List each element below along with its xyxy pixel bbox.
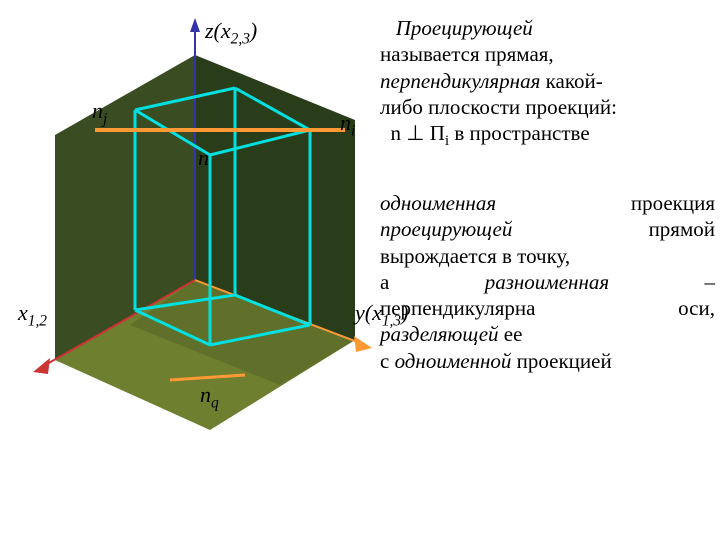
x-axis-label: x1,2: [18, 300, 47, 330]
x-axis-arrow: [33, 358, 50, 374]
ni-label: ni: [340, 110, 355, 140]
z-axis-label: z(x2,3): [205, 18, 257, 48]
nj-label: nj: [92, 98, 107, 128]
definition-para-1: Проецирующей называется прямая, перпенди…: [380, 15, 710, 151]
definition-para-2: одноименнаяпроекция проецирующейпрямой в…: [380, 190, 715, 374]
diagram-svg: [0, 0, 380, 440]
y-axis-arrow: [354, 336, 372, 352]
n-label: n: [198, 145, 209, 171]
nq-label: nq: [200, 382, 219, 412]
projection-diagram: z(x2,3) nj ni n x1,2 y(x1,3) nq: [0, 0, 380, 440]
perp-symbol: ⊥: [406, 121, 424, 145]
z-axis-arrow: [190, 18, 200, 32]
